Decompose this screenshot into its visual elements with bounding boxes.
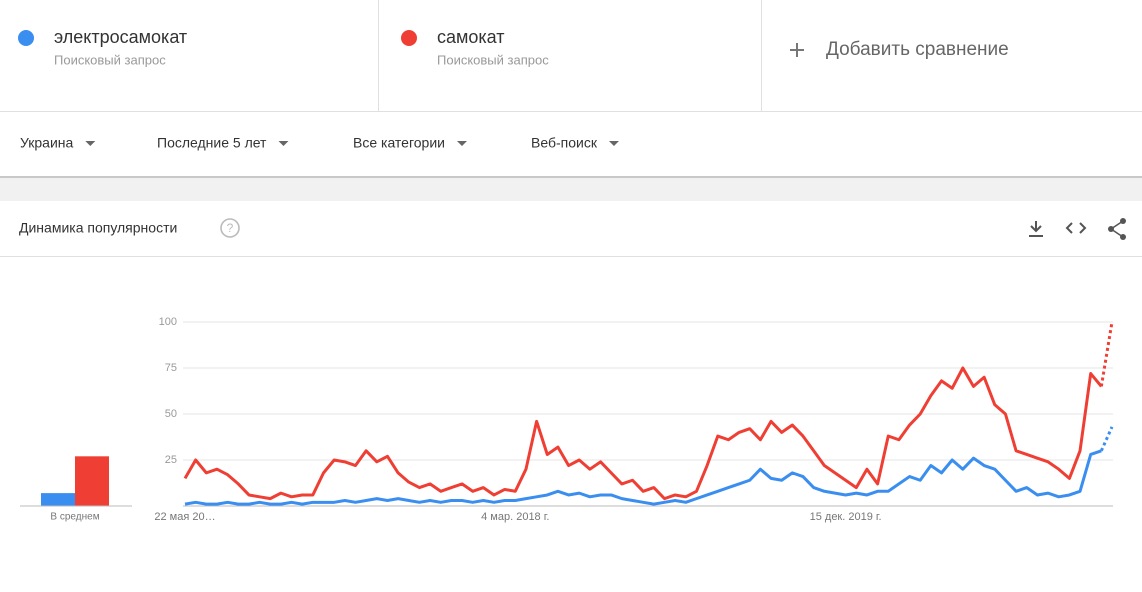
dropdown-arrow: [608, 141, 619, 146]
help-mark: ?: [227, 221, 234, 235]
y-tick-label: 75: [165, 362, 177, 374]
x-tick-label: 22 мая 20…: [154, 511, 215, 523]
dropdown-arrow: [85, 141, 96, 146]
x-tick-label: 4 мар. 2018 г.: [481, 511, 549, 523]
help-icon[interactable]: ?: [220, 218, 240, 238]
x-tick-label: 15 дек. 2019 г.: [810, 511, 882, 523]
help-circle: [220, 218, 240, 238]
legend-sublabel: Поисковый запрос: [437, 52, 549, 67]
panel-title: Динамика популярности: [19, 220, 177, 236]
add-compare-label: Добавить сравнение: [826, 39, 1009, 60]
series-line: [183, 366, 1103, 501]
filter-label[interactable]: Последние 5 лет: [157, 135, 267, 151]
bar-label: В среднем: [50, 512, 99, 523]
legend-dot: [401, 30, 417, 46]
add-compare[interactable]: Добавить сравнение: [790, 39, 1009, 60]
y-tick-label: 50: [165, 408, 177, 420]
average-bar: [75, 456, 109, 506]
partial-segment: [1099, 321, 1114, 387]
legend-term[interactable]: самокат: [437, 27, 505, 47]
download-icon[interactable]: [1029, 221, 1043, 237]
y-tick-label: 25: [165, 454, 177, 466]
legend-sublabel: Поисковый запрос: [54, 52, 166, 67]
gap: [0, 177, 1142, 201]
filter-label[interactable]: Все категории: [353, 135, 445, 151]
legend-dot: [18, 30, 34, 46]
dropdown-arrow: [456, 141, 467, 146]
series-line: [184, 449, 1102, 506]
legend-term[interactable]: электросамокат: [54, 27, 187, 47]
embed-glyph: [1065, 222, 1087, 234]
average-bar: [41, 493, 75, 506]
filter-label[interactable]: Веб-поиск: [531, 135, 598, 151]
plus-icon: [790, 43, 804, 57]
download-glyph: [1029, 221, 1043, 237]
y-tick-label: 100: [159, 316, 177, 328]
share-icon[interactable]: [1108, 218, 1126, 240]
embed-icon[interactable]: [1065, 222, 1087, 234]
filter-label[interactable]: Украина: [20, 135, 74, 151]
dropdown-arrow: [278, 141, 289, 146]
partial-segment: [1099, 426, 1114, 452]
share-lines: [1109, 220, 1124, 238]
